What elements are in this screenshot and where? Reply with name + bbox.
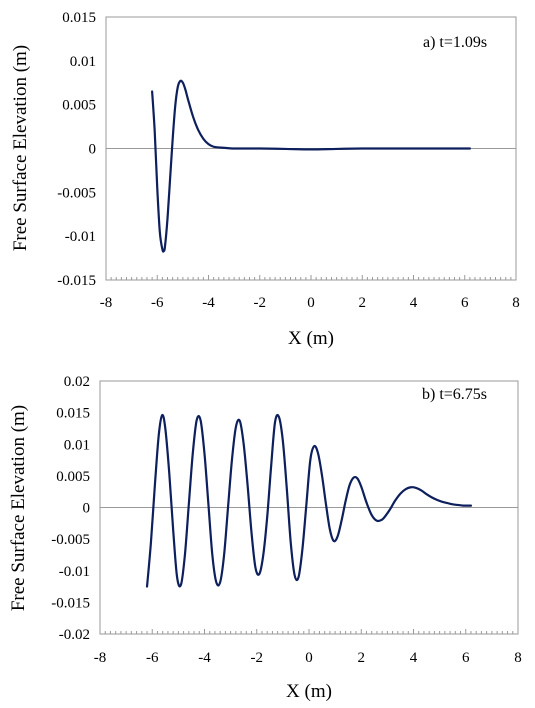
y-tick-label: 0 [83, 501, 91, 517]
y-tick-label: -0.015 [57, 273, 96, 289]
x-tick-label: -2 [251, 650, 264, 666]
chart-b: -8 -6 -4 -2 0 2 4 6 8 -0.02 -0.015 -0.01 -0.005 0 0.0… [8, 374, 522, 702]
y-axis-title-a: Free Surface Elevation (m) [10, 45, 31, 251]
y-tick-label: 0 [89, 142, 97, 158]
y-tick-label: -0.02 [59, 627, 90, 643]
y-tick-label: 0.02 [64, 374, 90, 390]
chart-a: -8 -6 -4 -2 0 2 4 6 8 -0.015 -0.01 -0.005 0 0.005 0.0… [10, 10, 520, 349]
x-tick-label: 4 [410, 295, 418, 311]
panel-label-b: b) t=6.75s [422, 386, 487, 403]
y-tick-label: 0.01 [64, 437, 90, 453]
x-axis-title-a: X (m) [288, 328, 334, 349]
x-tick-label: -4 [198, 650, 211, 666]
data-series-line-b [145, 413, 473, 588]
x-axis-title-b: X (m) [286, 681, 332, 702]
x-tick-label: -8 [100, 295, 113, 311]
y-tick-label: -0.01 [65, 229, 96, 245]
y-ticks-b: -0.02 -0.015 -0.01 -0.005 0 0.005 0.01 0.015 0.0… [51, 374, 90, 643]
x-tick-label: 8 [514, 650, 522, 666]
y-tick-label: 0.005 [56, 469, 90, 485]
y-tick-label: 0.015 [56, 406, 90, 422]
x-tick-label: 2 [359, 295, 367, 311]
data-series-line-a [151, 79, 471, 253]
x-tick-label: -8 [94, 650, 107, 666]
y-tick-label: 0.01 [70, 54, 96, 70]
x-tick-label: 8 [512, 295, 520, 311]
x-tick-label: 6 [462, 650, 470, 666]
y-ticks-a: -0.015 -0.01 -0.005 0 0.005 0.01 0.015 [57, 10, 96, 289]
x-tick-label: -6 [151, 295, 164, 311]
x-ticks-b: -8 -6 -4 -2 0 2 4 6 8 [94, 629, 522, 666]
y-tick-label: -0.005 [51, 532, 90, 548]
x-ticks-a: -8 -6 -4 -2 0 2 4 6 8 [100, 275, 520, 311]
x-tick-label: 0 [307, 295, 315, 311]
x-tick-label: -6 [146, 650, 159, 666]
x-tick-label: 0 [305, 650, 313, 666]
panel-label-a: a) t=1.09s [423, 34, 487, 51]
x-tick-label: -2 [254, 295, 267, 311]
x-tick-label: 6 [461, 295, 469, 311]
y-axis-title-b: Free Surface Elevation (m) [8, 405, 29, 611]
y-tick-label: -0.005 [57, 185, 96, 201]
y-tick-label: -0.015 [51, 595, 90, 611]
x-tick-label: 4 [410, 650, 418, 666]
y-tick-label: 0.005 [62, 98, 96, 114]
y-tick-label: -0.01 [59, 564, 90, 580]
y-tick-label: 0.015 [62, 10, 96, 26]
x-tick-label: 2 [358, 650, 366, 666]
x-tick-label: -4 [202, 295, 215, 311]
